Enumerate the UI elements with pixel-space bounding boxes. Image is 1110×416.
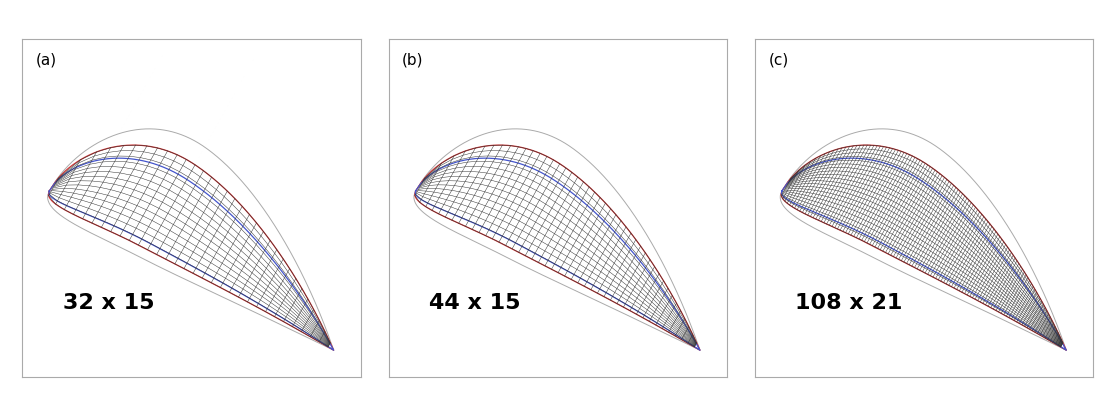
Text: 108 x 21: 108 x 21: [796, 293, 902, 313]
Text: (b): (b): [402, 52, 424, 67]
Text: 44 x 15: 44 x 15: [430, 293, 521, 313]
Text: (c): (c): [768, 52, 788, 67]
Text: 32 x 15: 32 x 15: [63, 293, 154, 313]
Text: (a): (a): [36, 52, 57, 67]
